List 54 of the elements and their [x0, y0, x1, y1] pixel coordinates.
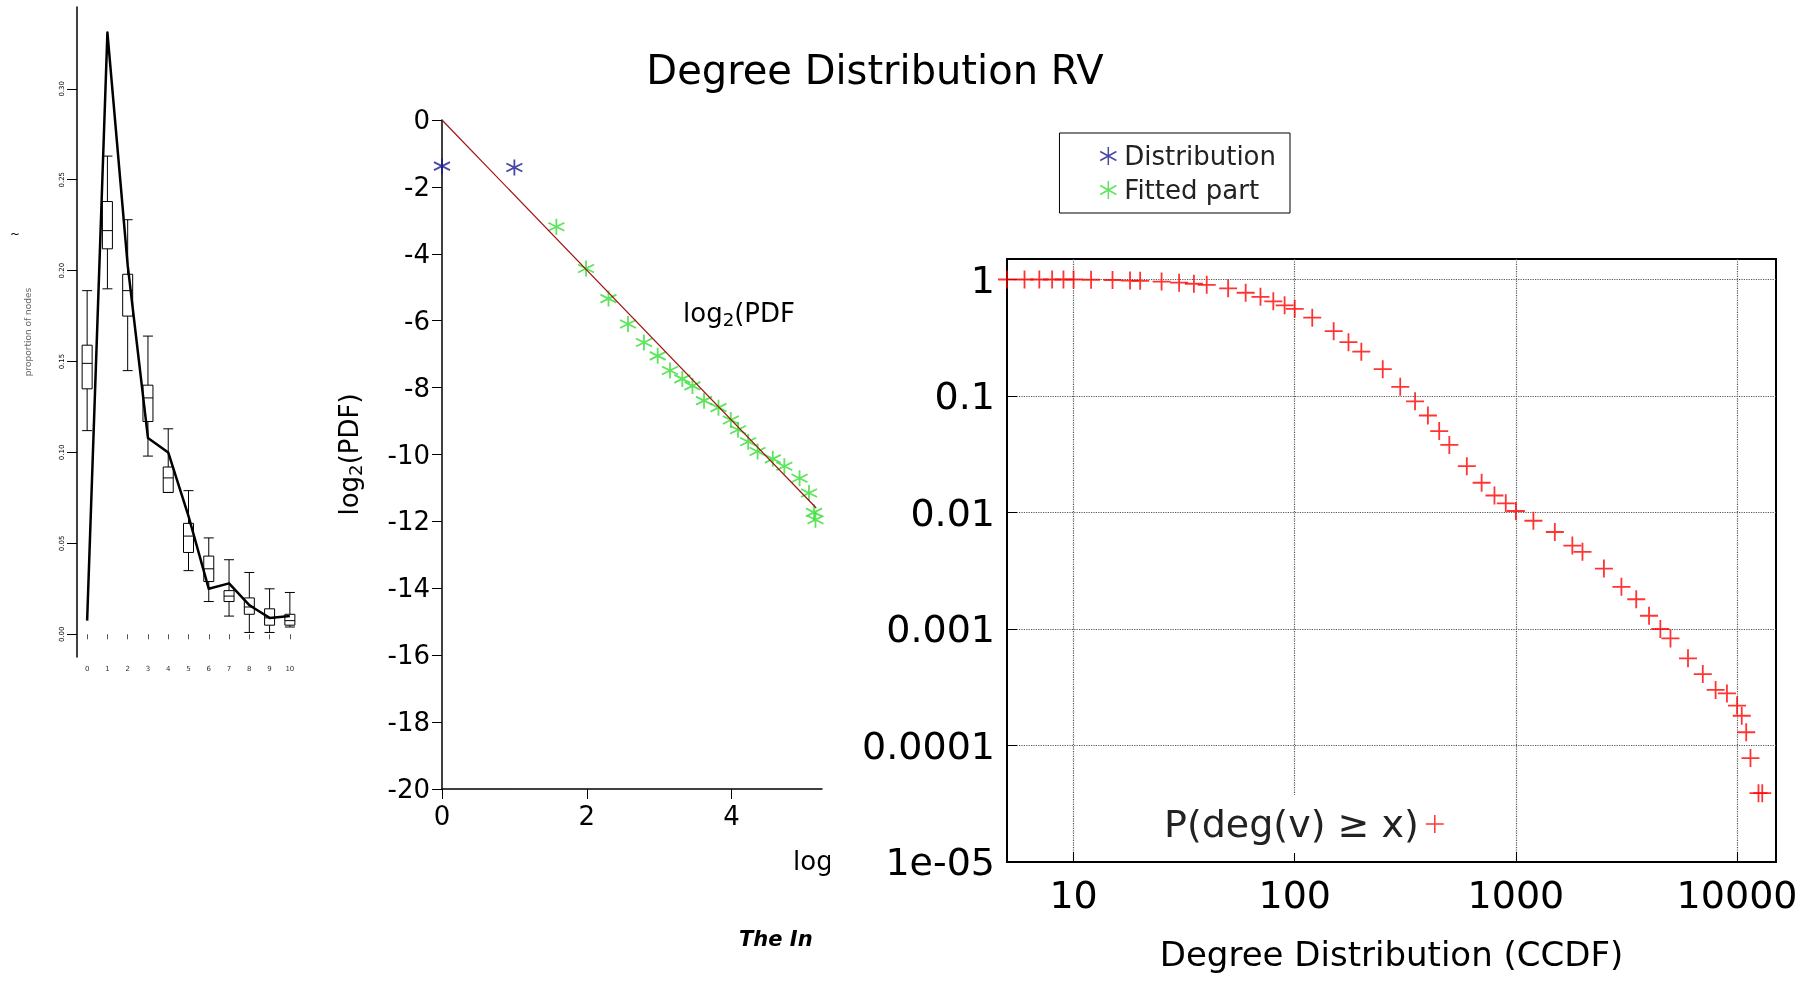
y-tick-label: 0.001: [886, 607, 995, 652]
y-tick-label: -20: [387, 774, 430, 804]
point: [729, 420, 747, 439]
y-tick-label: 0.0001: [862, 723, 995, 768]
x-tick-label: 1000: [1467, 873, 1565, 917]
point: [790, 469, 809, 488]
point: [695, 391, 713, 410]
y-tick-label: -4: [404, 238, 430, 269]
point: [806, 510, 825, 529]
y-axis-title: proportion of nodes: [22, 287, 33, 377]
point: [800, 484, 818, 502]
text: ~: [10, 227, 21, 241]
y-tick-label: -16: [387, 640, 430, 671]
point: [775, 457, 794, 476]
point: [433, 157, 451, 176]
x-tick-label: 100: [1258, 873, 1331, 917]
legend-label: Fitted part: [1124, 175, 1260, 205]
point: [763, 449, 782, 468]
x-tick-label: 4: [723, 801, 740, 831]
y-tick-label: -6: [404, 305, 430, 336]
x-tick-label: 10000: [1676, 873, 1798, 917]
y-tick-label: 0: [413, 105, 430, 135]
x-tick-label: 2: [578, 801, 596, 831]
point: [619, 315, 637, 333]
y-tick-label: -18: [387, 707, 430, 738]
x-tick-label: 10: [1049, 873, 1098, 917]
y-tick-label: -2: [404, 171, 430, 202]
x-axis-title: Degree Distribution (CCDF): [1159, 934, 1624, 974]
y-tick-label: -14: [387, 573, 430, 604]
legend-label: P(deg(v) ≥ x): [1164, 802, 1419, 846]
x-axis-title: log: [793, 846, 833, 876]
point: [748, 442, 767, 461]
point: [721, 411, 740, 429]
legend-label: Distribution: [1124, 141, 1276, 171]
point: [709, 398, 728, 417]
point: [547, 217, 566, 236]
y-tick-label: 0.01: [910, 490, 995, 535]
y-tick-label: 0.1: [934, 374, 995, 419]
x-tick-label: 0: [433, 801, 451, 831]
y-tick-label: 1: [970, 257, 995, 302]
y-axis-title: log2(PDF): [333, 393, 366, 516]
y-tick-label: -12: [387, 506, 430, 537]
y-tick-label: -10: [387, 439, 430, 470]
y-tick-label: -8: [404, 372, 430, 403]
point: [577, 259, 595, 278]
point: [739, 432, 758, 451]
point: [648, 346, 667, 365]
chart-title: Degree Distribution RV: [646, 47, 1105, 93]
y-tick-label: 1e-05: [885, 840, 995, 884]
text: The In: [739, 926, 813, 951]
point: [505, 158, 524, 177]
point: [661, 361, 679, 380]
point: [599, 289, 618, 308]
point: [635, 333, 653, 352]
